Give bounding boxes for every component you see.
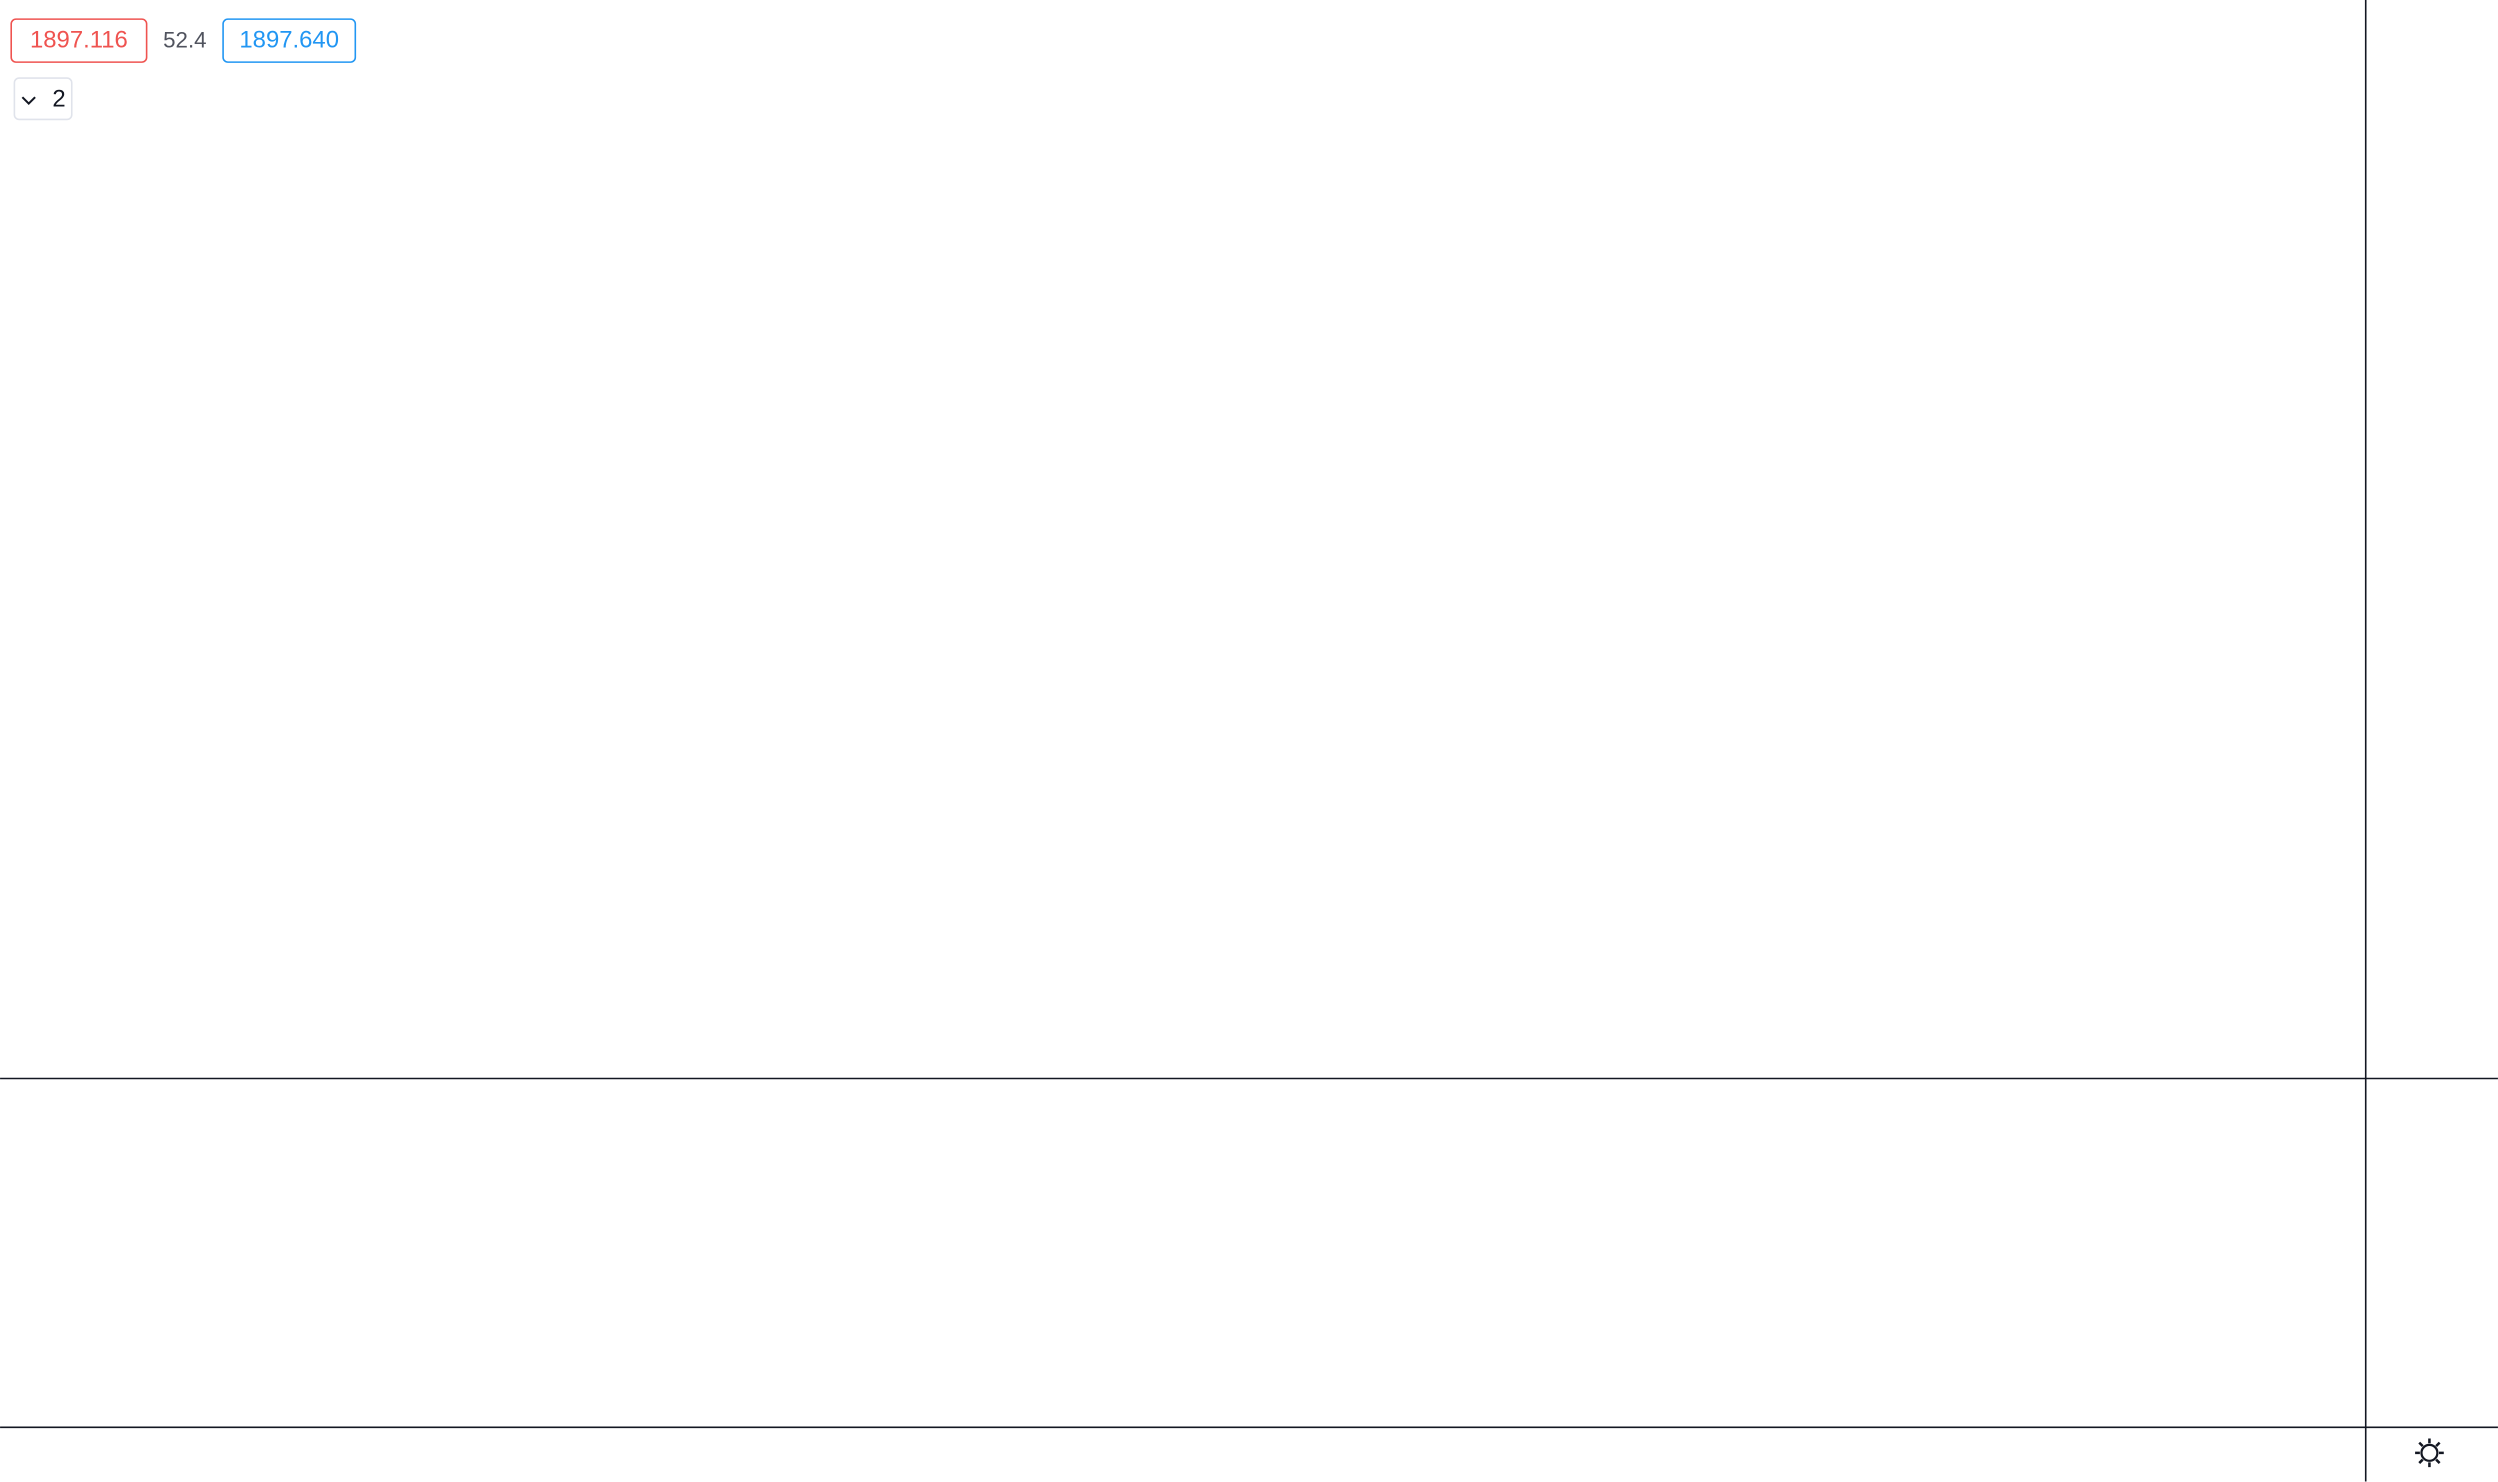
settings-icon[interactable] xyxy=(2415,1438,2444,1468)
bid-box[interactable] xyxy=(10,18,148,63)
interval: 2 xyxy=(52,86,65,113)
ask-price: 1897.640 xyxy=(239,27,339,54)
bid-price: 1897.116 xyxy=(30,27,128,54)
ask-box[interactable] xyxy=(222,18,357,63)
interval-box[interactable] xyxy=(13,77,73,121)
gear-teeth xyxy=(2415,1438,2444,1468)
quote-legend: 1897.116 52.4 1897.640 2 xyxy=(10,18,357,121)
chevron xyxy=(21,96,36,106)
gear xyxy=(2420,1443,2439,1462)
spread: 52.4 xyxy=(163,27,206,52)
